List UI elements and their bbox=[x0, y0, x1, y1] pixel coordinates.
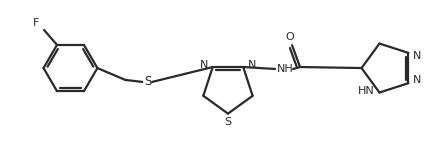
Text: N: N bbox=[200, 60, 208, 70]
Text: N: N bbox=[248, 60, 257, 70]
Text: O: O bbox=[286, 32, 294, 42]
Text: HN: HN bbox=[358, 86, 375, 96]
Text: NH: NH bbox=[277, 64, 293, 74]
Text: N: N bbox=[413, 51, 422, 61]
Text: S: S bbox=[144, 75, 152, 88]
Text: N: N bbox=[413, 75, 422, 85]
Text: S: S bbox=[224, 117, 231, 127]
Text: F: F bbox=[33, 18, 39, 28]
